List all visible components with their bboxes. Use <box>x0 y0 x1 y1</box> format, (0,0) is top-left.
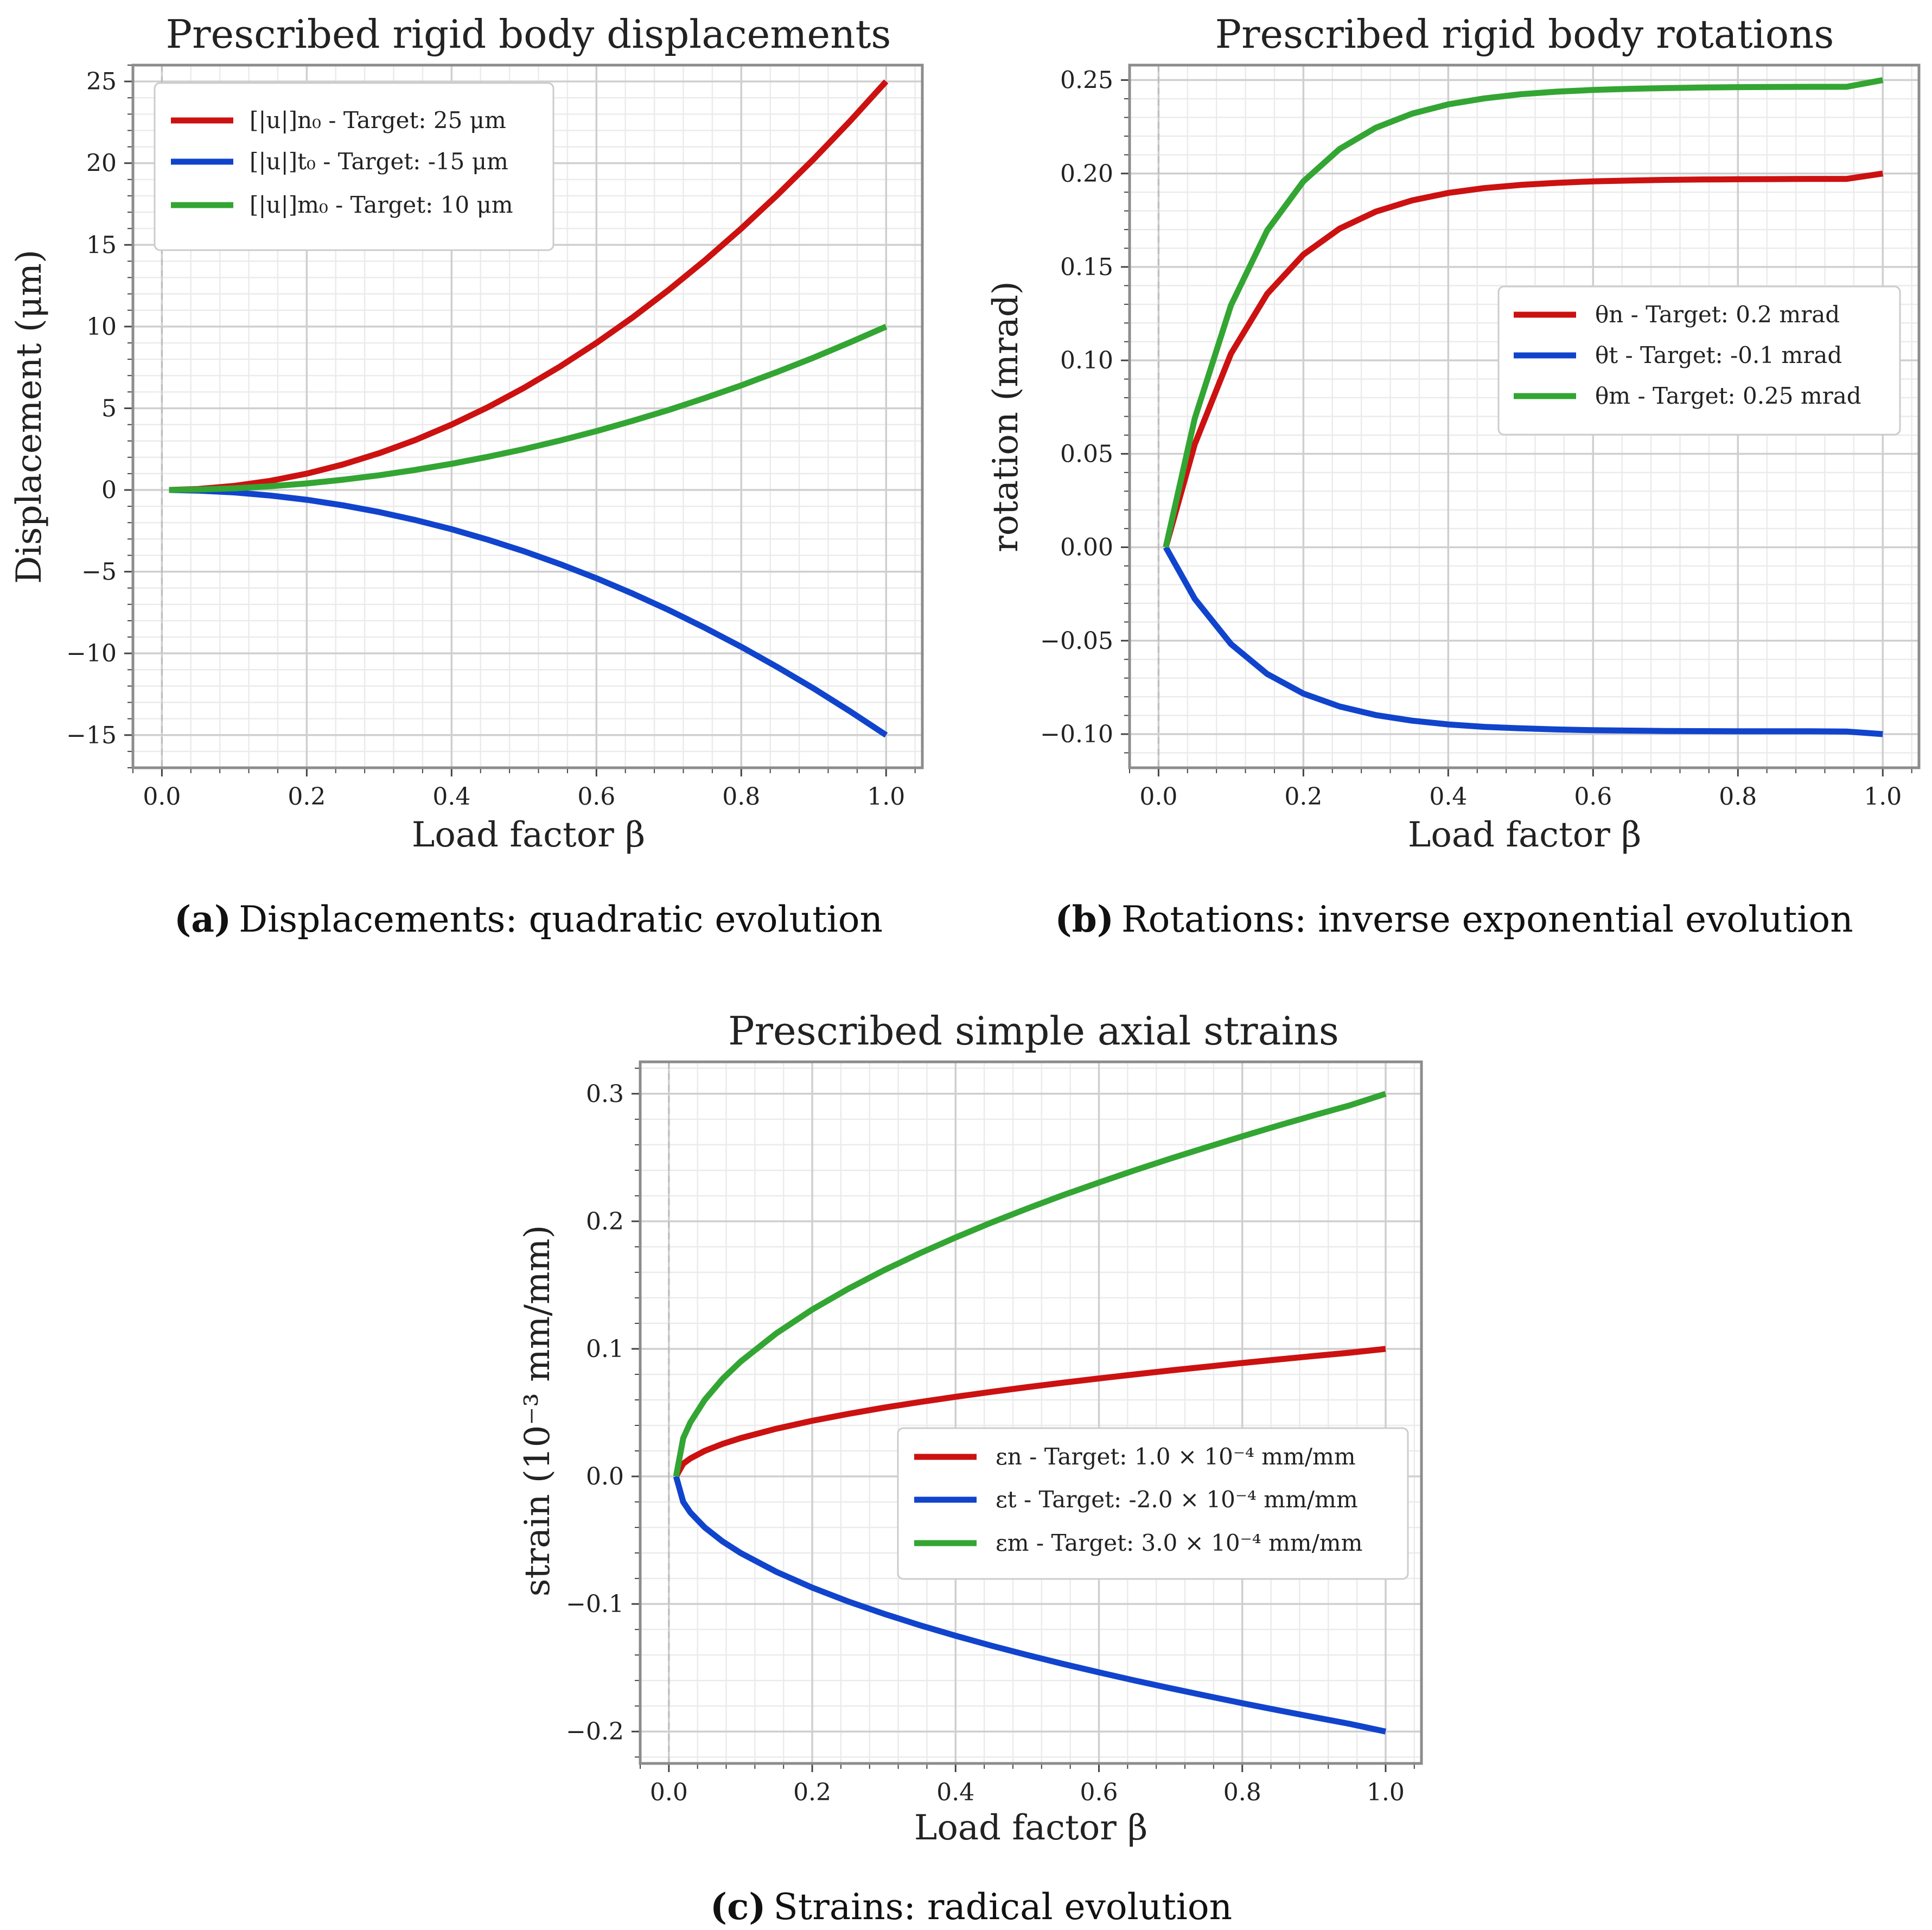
panel-a-ticks: 0.0 0.2 0.4 0.6 0.8 1.0 −15 −10 −5 0 5 10 15 20 25 <box>66 65 916 811</box>
legend-c-label-0: εn - Target: 1.0 × 10⁻⁴ mm/mm <box>996 1443 1356 1470</box>
panel-a-ylabel: Displacement (μm) <box>9 250 49 584</box>
x-tick-label: 0.8 <box>1719 783 1757 811</box>
x-tick-label: 0.2 <box>1284 783 1322 811</box>
y-tick-label: 25 <box>86 68 117 95</box>
panel-c-series <box>673 1091 1387 1735</box>
panel-b-caption: (b) Rotations: inverse exponential evolut… <box>1055 898 1853 940</box>
panel-b-frame <box>1128 63 1921 769</box>
y-tick-label: −0.1 <box>566 1590 624 1618</box>
x-tick-label: 0.4 <box>936 1779 974 1806</box>
panel-a-legend: [|u|]n₀ - Target: 25 μm [|u|]t₀ - Target… <box>154 82 554 251</box>
panel-a-legend-box <box>154 82 554 251</box>
panel-c-frame <box>639 1060 1423 1765</box>
panel-b-caption-label: (b) <box>1055 898 1114 940</box>
x-tick-label: 0.0 <box>1139 783 1177 811</box>
panel-b-xlabel: Load factor β <box>1408 815 1641 855</box>
series-line-b-2 <box>1163 77 1884 548</box>
y-tick-label: 5 <box>101 394 117 422</box>
y-tick-label: 0.10 <box>1060 347 1113 374</box>
x-tick-label: 1.0 <box>867 783 905 811</box>
series-line-a-0 <box>169 79 889 493</box>
legend-c-label-1: εt - Target: -2.0 × 10⁻⁴ mm/mm <box>996 1486 1358 1513</box>
panel-b-legend-box <box>1497 285 1901 436</box>
series-line-b-0 <box>1163 170 1884 549</box>
series-line-a-1 <box>169 487 888 738</box>
panel-c-caption: (c) Strains: radical evolution <box>710 1886 1232 1928</box>
y-tick-label: 20 <box>86 150 117 177</box>
panel-b-caption-text: Rotations: inverse exponential evolution <box>1121 899 1853 940</box>
y-tick-label: −5 <box>81 558 117 586</box>
legend-b-label-1: θt - Target: -0.1 mrad <box>1595 342 1842 368</box>
panel-b-rotations: Prescribed rigid body rotations 0.0 0.2 0.… <box>986 11 1921 940</box>
y-tick-label: 0.00 <box>1060 534 1113 562</box>
panel-a-xlabel: Load factor β <box>412 815 645 855</box>
y-tick-label: 10 <box>86 313 117 341</box>
y-tick-label: −10 <box>66 640 117 667</box>
panel-a-frame <box>131 63 924 769</box>
x-tick-label: 0.6 <box>1574 783 1612 811</box>
panel-c-legend-box <box>897 1427 1409 1580</box>
y-tick-label: −15 <box>66 722 117 749</box>
y-tick-label: 0.1 <box>586 1335 624 1363</box>
panel-c-title: Prescribed simple axial strains <box>728 1008 1339 1054</box>
x-tick-label: 0.6 <box>577 783 615 811</box>
series-line-b-1 <box>1163 545 1883 737</box>
panel-c-xlabel: Load factor β <box>914 1808 1147 1848</box>
panel-c-grid <box>639 1062 1421 1763</box>
y-tick-label: 0.0 <box>586 1463 624 1491</box>
panel-a-caption-label: (a) <box>174 898 231 940</box>
x-tick-label: 0.2 <box>793 1779 831 1806</box>
x-tick-label: 1.0 <box>1864 783 1902 811</box>
panel-b-series <box>1163 77 1884 737</box>
x-tick-label: 0.8 <box>722 783 760 811</box>
legend-a-label-2: [|u|]m₀ - Target: 10 μm <box>250 192 513 218</box>
y-tick-label: 0.2 <box>586 1208 624 1235</box>
x-tick-label: 0.0 <box>143 783 181 811</box>
y-tick-label: 15 <box>86 231 117 259</box>
panel-b-ticks: 0.0 0.2 0.4 0.6 0.8 1.0 −0.10 −0.05 0.00 0.05 0.10… <box>1040 67 1912 811</box>
series-line-c-0 <box>673 1346 1386 1478</box>
panel-c-legend: εn - Target: 1.0 × 10⁻⁴ mm/mm εt - Targe… <box>897 1427 1409 1580</box>
y-tick-label: −0.05 <box>1040 627 1113 655</box>
y-tick-label: 0.15 <box>1060 253 1113 281</box>
legend-b-label-0: θn - Target: 0.2 mrad <box>1595 301 1840 328</box>
legend-a-label-1: [|u|]t₀ - Target: -15 μm <box>250 148 508 175</box>
x-tick-label: 0.0 <box>650 1779 688 1806</box>
x-tick-label: 0.4 <box>432 783 470 811</box>
series-line-a-2 <box>169 323 888 493</box>
panel-a-title: Prescribed rigid body displacements <box>166 11 891 57</box>
x-tick-label: 0.8 <box>1223 1779 1261 1806</box>
panel-c-caption-text: Strains: radical evolution <box>774 1886 1233 1928</box>
panel-c-ticks: 0.0 0.2 0.4 0.6 0.8 1.0 −0.2 −0.1 0.0 0.1 0.2 0.3 <box>566 1067 1415 1806</box>
series-line-c-2 <box>673 1091 1387 1477</box>
x-tick-label: 0.4 <box>1429 783 1467 811</box>
legend-c-label-2: εm - Target: 3.0 × 10⁻⁴ mm/mm <box>996 1530 1362 1556</box>
panel-b-ylabel: rotation (mrad) <box>986 281 1026 552</box>
panel-a-series <box>169 79 889 738</box>
panel-c-strains: Prescribed simple axial strains 0.0 0.2 0.… <box>518 1008 1423 1928</box>
series-line-c-1 <box>673 1475 1387 1735</box>
panel-b-legend: θn - Target: 0.2 mrad θt - Target: -0.1 … <box>1497 285 1901 436</box>
panel-c-ylabel: strain (10⁻³ mm/mm) <box>518 1225 558 1597</box>
y-tick-label: 0.20 <box>1060 160 1113 188</box>
x-tick-label: 0.6 <box>1080 1779 1118 1806</box>
panel-a-displacements: Prescribed rigid body displacements 0.0 0… <box>9 11 924 940</box>
panel-a-caption: (a) Displacements: quadratic evolution <box>174 898 883 940</box>
y-tick-label: 0 <box>101 476 117 504</box>
legend-b-label-2: θm - Target: 0.25 mrad <box>1595 383 1861 409</box>
x-tick-label: 1.0 <box>1367 1779 1405 1806</box>
y-tick-label: 0.05 <box>1060 440 1113 468</box>
panel-a-caption-text: Displacements: quadratic evolution <box>239 899 883 940</box>
y-tick-label: 0.3 <box>586 1080 624 1108</box>
y-tick-label: 0.25 <box>1060 67 1113 94</box>
y-tick-label: −0.2 <box>566 1718 624 1746</box>
y-tick-label: −0.10 <box>1040 721 1113 748</box>
legend-a-label-0: [|u|]n₀ - Target: 25 μm <box>250 107 506 133</box>
x-tick-label: 0.2 <box>288 783 326 811</box>
panel-c-caption-label: (c) <box>710 1886 766 1928</box>
panel-b-title: Prescribed rigid body rotations <box>1215 11 1834 57</box>
